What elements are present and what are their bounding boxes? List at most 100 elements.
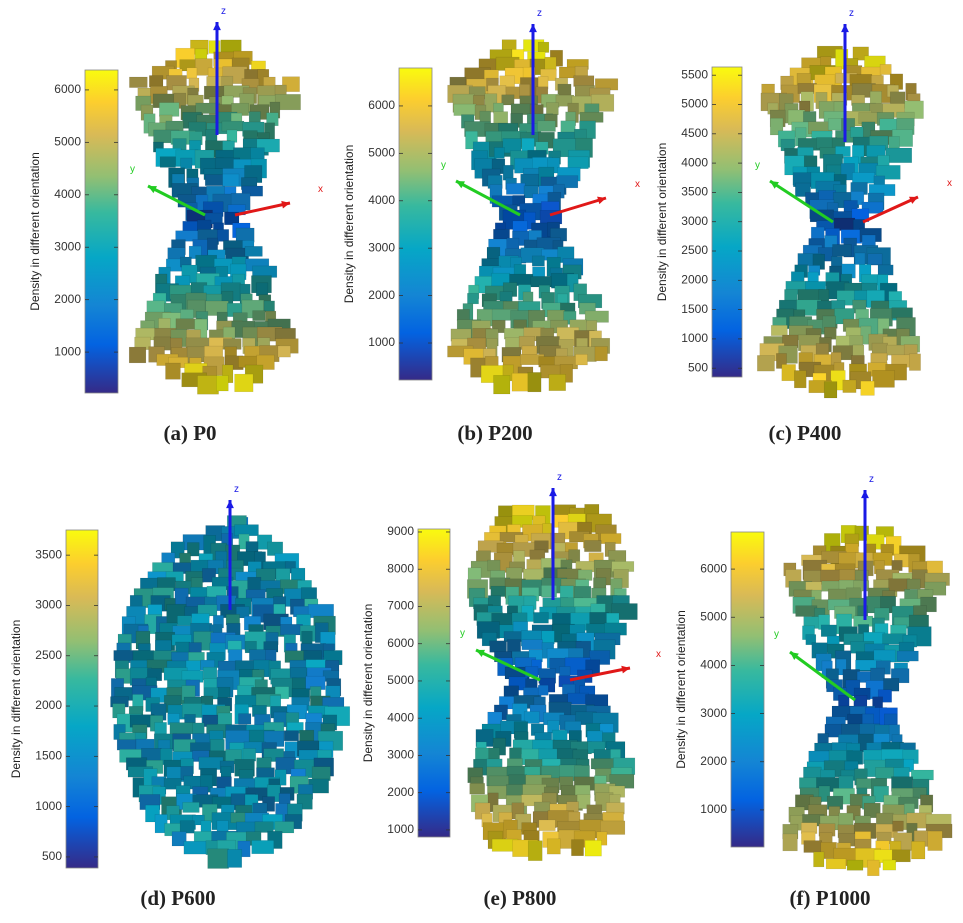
glyph-block xyxy=(202,666,218,681)
colorbar xyxy=(398,67,433,381)
glyph-block xyxy=(493,375,511,395)
x-arrow-head xyxy=(909,196,918,204)
colorbar xyxy=(84,69,119,394)
y-arrow-head xyxy=(770,181,779,189)
glyph-block xyxy=(149,75,164,88)
glyph-block xyxy=(891,307,913,319)
glyph-block xyxy=(877,155,890,167)
glyph-block xyxy=(207,848,229,869)
glyph-block xyxy=(861,234,876,247)
colorbar-tick-label: 2500 xyxy=(35,648,62,662)
glyph-block xyxy=(177,615,192,627)
panel: z y x 1000 2000 3000 4000 5000 6000 7000 8000 9000 D… xyxy=(361,472,661,910)
colorbar-tick-label: 2000 xyxy=(387,785,414,799)
glyph-block xyxy=(888,136,900,149)
colorbar-label: Density in different orientation xyxy=(342,145,356,304)
axis-label: y xyxy=(755,160,760,171)
glyph-block xyxy=(860,380,875,396)
colorbar-tick-label: 2000 xyxy=(368,288,395,302)
glyph-block xyxy=(171,831,187,847)
glyph-block xyxy=(883,678,900,692)
glyph-block xyxy=(846,859,864,871)
glyph-block xyxy=(467,567,482,580)
glyph-block xyxy=(186,67,198,79)
glyph-block xyxy=(832,244,852,257)
glyph-block xyxy=(129,76,148,88)
glyph-block xyxy=(573,75,595,87)
glyph-block xyxy=(600,820,626,835)
y-arrow-head xyxy=(456,181,465,189)
glyph-block xyxy=(217,686,231,698)
glyph-block xyxy=(469,783,485,795)
x-arrow xyxy=(862,195,919,224)
y-arrow-head xyxy=(148,186,157,194)
glyph-block xyxy=(135,738,155,750)
glyph-block xyxy=(128,346,147,364)
colorbar-tick-label: 3000 xyxy=(681,214,708,228)
glyph-block xyxy=(813,851,825,868)
glyph-block xyxy=(277,345,291,358)
glyph-block xyxy=(910,769,934,781)
glyph-block xyxy=(216,375,229,392)
colorbar xyxy=(711,66,743,378)
colorbar-tick-label: 1000 xyxy=(681,331,708,345)
colorbar-tick-label: 6000 xyxy=(700,561,727,575)
z-arrow-head xyxy=(213,22,221,31)
glyph-block xyxy=(861,201,884,214)
glyph-block xyxy=(490,585,506,597)
glyph-block xyxy=(234,373,254,393)
colorbar-tick-label: 4500 xyxy=(681,126,708,140)
glyph-block xyxy=(487,559,501,572)
glyph-block xyxy=(925,813,952,825)
glyph-block xyxy=(241,185,263,197)
glyph-block xyxy=(909,353,921,371)
glyph-block xyxy=(875,165,901,180)
colorbar-tick-label: 3500 xyxy=(35,547,62,561)
glyph-block xyxy=(805,634,817,646)
colorbar-tick-label: 5000 xyxy=(387,673,414,687)
axis-label: x xyxy=(635,179,640,190)
colorbar-tick-label: 8000 xyxy=(387,561,414,575)
colorbar-tick-label: 2000 xyxy=(54,292,81,306)
colorbar-tick-label: 9000 xyxy=(387,524,414,538)
rose-glyph xyxy=(128,39,301,395)
colorbar-tick-label: 2000 xyxy=(35,698,62,712)
glyph-block xyxy=(251,840,275,855)
glyph-block xyxy=(274,327,296,340)
glyph-block xyxy=(531,255,545,267)
colorbar-tick-label: 3000 xyxy=(54,239,81,253)
axis-label: z xyxy=(849,8,854,19)
colorbar-tick-label: 500 xyxy=(688,360,708,374)
glyph-block xyxy=(282,76,300,92)
glyph-block xyxy=(523,211,536,230)
glyph-block xyxy=(538,819,556,831)
colorbar-tick-label: 2000 xyxy=(681,272,708,286)
colorbar xyxy=(417,528,451,838)
glyph-block xyxy=(842,379,857,393)
axis-label: x xyxy=(656,649,661,660)
y-arrow xyxy=(455,179,521,217)
glyph-block xyxy=(567,156,589,169)
axis-label: y xyxy=(460,628,465,639)
axis-label: z xyxy=(221,6,226,17)
glyph-block xyxy=(877,264,894,276)
glyph-block xyxy=(220,766,232,778)
colorbar-tick-label: 3000 xyxy=(700,706,727,720)
panel: z y x 500 1000 1500 2000 2500 3000 3500 4000 4500 50… xyxy=(655,8,952,445)
colorbar-label: Density in different orientation xyxy=(655,143,669,302)
colorbar-tick-label: 1500 xyxy=(681,302,708,316)
glyph-block xyxy=(568,549,581,564)
x-arrow xyxy=(549,196,607,217)
colorbar xyxy=(730,531,765,848)
glyph-block xyxy=(540,68,557,81)
glyph-block xyxy=(835,658,847,676)
axis-label: y xyxy=(130,164,135,175)
glyph-block xyxy=(770,325,788,336)
glyph-block xyxy=(208,40,221,54)
glyph-block xyxy=(311,766,331,781)
y-arrow-head xyxy=(476,649,485,657)
glyph-block xyxy=(544,56,557,71)
colorbar-tick-label: 3000 xyxy=(35,598,62,612)
glyph-block xyxy=(183,840,210,855)
rose-glyph xyxy=(110,515,351,869)
